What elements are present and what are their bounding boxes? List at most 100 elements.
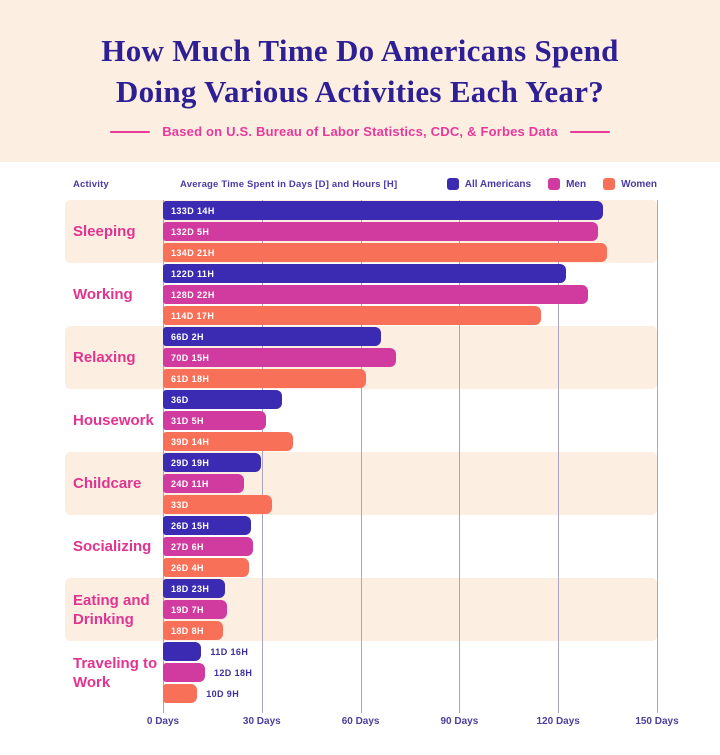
activity-band: Traveling to Work 11D 16H 12D 18H 10D 9H xyxy=(65,641,657,704)
axis-tick xyxy=(261,704,263,713)
activity-band: Sleeping 133D 14H 132D 5H 134D 21H xyxy=(65,200,657,263)
bar-row: 18D 8H xyxy=(163,621,657,640)
bar-value-label: 133D 14H xyxy=(171,205,215,216)
bar-row: 26D 15H xyxy=(163,516,657,535)
header: How Much Time Do Americans Spend Doing V… xyxy=(0,0,720,162)
bar-men: 27D 6H xyxy=(163,537,253,556)
legend-swatch-icon xyxy=(446,178,459,190)
bar-all-americans: 122D 11H xyxy=(163,264,567,283)
bar-value-label: 66D 2H xyxy=(171,331,204,342)
gridline xyxy=(657,200,658,704)
axis-tick-label: 150 Days xyxy=(635,716,679,727)
bar-row: 132D 5H xyxy=(163,222,657,241)
bar-value-label: 29D 19H xyxy=(171,457,210,468)
bar-men xyxy=(163,663,205,682)
bar-value-label: 10D 9H xyxy=(206,688,240,699)
legend-swatch-icon xyxy=(548,178,561,190)
bar-men: 31D 5H xyxy=(163,411,266,430)
bar-value-label: 134D 21H xyxy=(171,247,215,258)
activity-label: Sleeping xyxy=(73,223,136,240)
bar-value-label: 122D 11H xyxy=(171,268,215,279)
bar-all-americans xyxy=(163,642,202,661)
page-title-line-1: How Much Time Do Americans Spend xyxy=(101,33,619,68)
bar-women: 114D 17H xyxy=(163,306,541,325)
bar-men: 24D 11H xyxy=(163,474,244,493)
bar-value-label: 26D 15H xyxy=(171,520,210,531)
legend-label: All Americans xyxy=(464,178,532,190)
axis-tick-label: 30 Days xyxy=(242,716,281,727)
bar-women: 39D 14H xyxy=(163,432,294,451)
bar-group: 66D 2H 70D 15H 61D 18H xyxy=(163,326,657,389)
activity-band: Eating and Drinking 18D 23H 19D 7H 18D 8H xyxy=(65,578,657,641)
bar-row: 61D 18H xyxy=(163,369,657,388)
activity-band: Working 122D 11H 128D 22H 114D 17H xyxy=(65,263,657,326)
bar-value-label: 18D 8H xyxy=(171,625,204,636)
axis-tick-label: 60 Days xyxy=(341,716,380,727)
legend-label: Women xyxy=(621,178,657,190)
activity-band: Relaxing 66D 2H 70D 15H 61D 18H xyxy=(65,326,657,389)
activity-label: Childcare xyxy=(73,475,142,492)
axis-tick xyxy=(459,704,461,713)
bar-men: 128D 22H xyxy=(163,285,588,304)
bar-row: 122D 11H xyxy=(163,264,657,283)
bar-row: 128D 22H xyxy=(163,285,657,304)
bar-value-label: 31D 5H xyxy=(171,415,204,426)
bar-value-label: 39D 14H xyxy=(171,436,210,447)
bar-row: 33D xyxy=(163,495,657,514)
bar-group: 18D 23H 19D 7H 18D 8H xyxy=(163,578,657,641)
column-header: Activity Average Time Spent in Days [D] … xyxy=(0,178,720,195)
bar-women: 18D 8H xyxy=(163,621,224,640)
bar-all-americans: 26D 15H xyxy=(163,516,251,535)
subtitle-left-dash xyxy=(110,130,151,133)
bar-value-label: 24D 11H xyxy=(171,478,209,489)
bar-value-label: 19D 7H xyxy=(171,604,204,615)
bar-row: 27D 6H xyxy=(163,537,657,556)
bar-value-label: 11D 16H xyxy=(210,646,249,657)
axis-tick xyxy=(360,704,362,713)
legend: All Americans Men Women xyxy=(446,178,657,190)
bar-women: 61D 18H xyxy=(163,369,367,388)
bar-all-americans: 29D 19H xyxy=(163,453,262,472)
bar-value-label: 114D 17H xyxy=(171,310,215,321)
bar-row: 66D 2H xyxy=(163,327,657,346)
bar-row: 36D xyxy=(163,390,657,409)
page-title-line-2: Doing Various Activities Each Year? xyxy=(115,74,605,109)
legend-swatch-icon xyxy=(603,178,616,190)
bar-value-label: 132D 5H xyxy=(171,226,210,237)
legend-item-men: Men xyxy=(548,178,586,190)
bar-row: 31D 5H xyxy=(163,411,657,430)
bar-all-americans: 18D 23H xyxy=(163,579,226,598)
bar-group: 122D 11H 128D 22H 114D 17H xyxy=(163,263,657,326)
value-column-label: Average Time Spent in Days [D] and Hours… xyxy=(180,179,398,190)
axis-tick-label: 120 Days xyxy=(536,716,580,727)
activity-label: Housework xyxy=(73,412,154,429)
bar-group: 26D 15H 27D 6H 26D 4H xyxy=(163,515,657,578)
legend-item-women: Women xyxy=(603,178,657,190)
bar-value-label: 26D 4H xyxy=(171,562,204,573)
bar-value-label: 61D 18H xyxy=(171,373,210,384)
axis-tick xyxy=(558,704,560,713)
axis-tick xyxy=(163,704,164,713)
bar-row: 133D 14H xyxy=(163,201,657,220)
bar-value-label: 18D 23H xyxy=(171,583,210,594)
activity-label: Eating and Drinking xyxy=(73,591,150,628)
axis-tick-label: 90 Days xyxy=(440,716,479,727)
activity-band: Housework 36D 31D 5H 39D 14H xyxy=(65,389,657,452)
bar-value-label: 27D 6H xyxy=(171,541,204,552)
bar-value-label: 33D xyxy=(171,499,189,510)
activity-band: Childcare 29D 19H 24D 11H 33D xyxy=(65,452,657,515)
bar-row: 11D 16H xyxy=(163,642,657,661)
axis-tick xyxy=(657,704,658,713)
bar-value-label: 70D 15H xyxy=(171,352,210,363)
activity-label: Working xyxy=(73,286,133,303)
bar-row: 39D 14H xyxy=(163,432,657,451)
bar-row: 19D 7H xyxy=(163,600,657,619)
axis-tick-label: 0 Days xyxy=(146,716,180,727)
bar-women xyxy=(163,684,198,703)
bar-women: 33D xyxy=(163,495,272,514)
subtitle-right-dash xyxy=(569,130,610,133)
bar-row: 134D 21H xyxy=(163,243,657,262)
bar-row: 26D 4H xyxy=(163,558,657,577)
activity-label: Relaxing xyxy=(73,349,136,366)
